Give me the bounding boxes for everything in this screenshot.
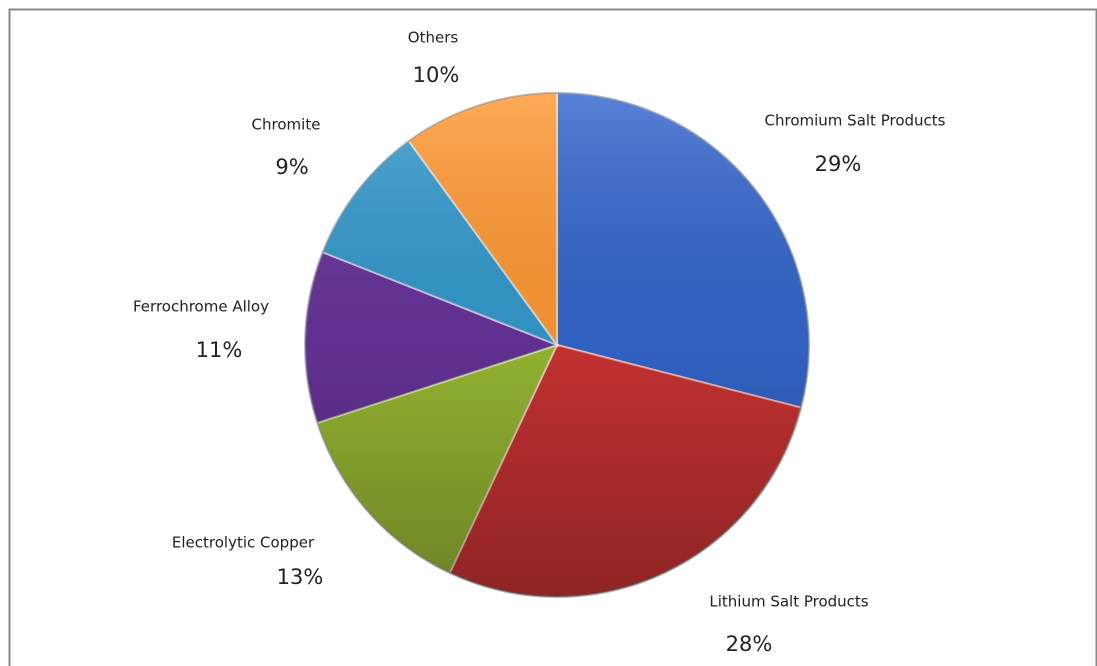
- labels: Chromium Salt Products 29% Lithium Salt Pr…: [133, 29, 946, 657]
- slice-value-label: 29%: [815, 152, 862, 176]
- pie: [304, 91, 810, 598]
- slice-name: Lithium Salt Products: [709, 593, 868, 611]
- slice-value-label: 10%: [413, 63, 460, 87]
- slice-name: Chromite: [252, 116, 321, 134]
- slice-name: Ferrochrome Alloy: [133, 298, 269, 316]
- slice-name: Chromium Salt Products: [765, 112, 946, 130]
- pie-rim: [304, 92, 810, 598]
- slice-value-label: 28%: [726, 632, 773, 656]
- slice-value-label: 13%: [277, 565, 324, 589]
- slice-value-label: 9%: [275, 155, 308, 179]
- slice-name: Others: [408, 29, 459, 47]
- slice-value-label: 11%: [196, 338, 243, 362]
- slice-name: Electrolytic Copper: [172, 534, 315, 552]
